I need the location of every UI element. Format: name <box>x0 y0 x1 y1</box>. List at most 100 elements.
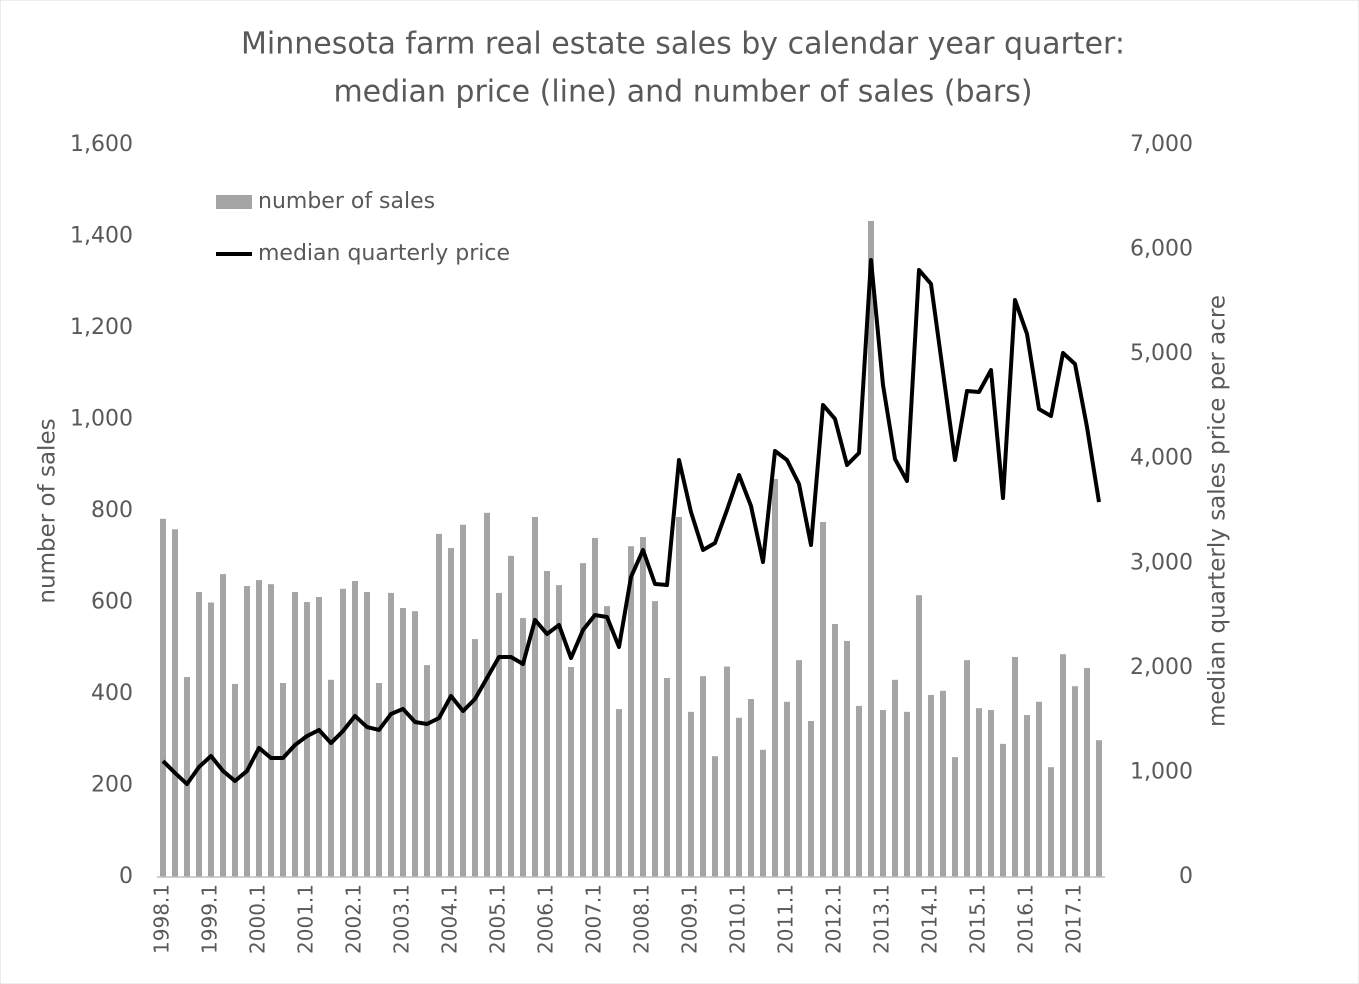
y2-tick-label: 5,000 <box>1130 341 1193 366</box>
x-tick-label: 2015.1 <box>966 884 990 954</box>
bar <box>916 595 922 877</box>
bar <box>1024 715 1030 877</box>
bar <box>172 529 178 877</box>
bar <box>196 591 202 877</box>
bar <box>328 679 334 877</box>
bar <box>292 591 298 877</box>
bar <box>304 602 310 877</box>
bar <box>1000 743 1006 877</box>
y2-tick-label: 6,000 <box>1130 237 1193 262</box>
bar <box>424 665 430 877</box>
y2-tick-label: 1,000 <box>1130 759 1193 784</box>
bar <box>652 601 658 877</box>
bar <box>808 720 814 877</box>
bar <box>160 518 166 877</box>
legend-label: median quarterly price <box>258 241 510 266</box>
bar <box>796 660 802 877</box>
bar <box>280 683 286 877</box>
bar <box>256 580 262 877</box>
x-tick-label: 2001.1 <box>294 884 318 954</box>
bar <box>316 597 322 877</box>
bar <box>676 516 682 877</box>
y-tick-label: 800 <box>91 498 133 523</box>
x-tick-label: 2006.1 <box>534 884 558 954</box>
bar <box>988 710 994 877</box>
bar <box>1084 667 1090 877</box>
y2-tick-label: 4,000 <box>1130 446 1193 471</box>
y-tick-label: 1,600 <box>70 132 133 157</box>
bar <box>616 709 622 877</box>
x-tick-label: 2003.1 <box>390 884 414 954</box>
bar <box>184 677 190 877</box>
bar <box>868 220 874 877</box>
bar <box>928 694 934 877</box>
bar <box>664 677 670 877</box>
bar <box>772 478 778 877</box>
bar <box>436 533 442 877</box>
y2-axis-title: median quarterly sales price per acre <box>1205 295 1231 727</box>
bar <box>484 512 490 877</box>
bar <box>568 667 574 877</box>
x-tick-label: 2000.1 <box>246 884 270 954</box>
bar <box>580 563 586 877</box>
bar <box>244 586 250 877</box>
line <box>161 258 1101 787</box>
x-tick-label: 2011.1 <box>774 884 798 954</box>
bar <box>880 710 886 877</box>
x-tick-label: 2005.1 <box>486 884 510 954</box>
legend-label: number of sales <box>258 189 435 214</box>
bar <box>1048 767 1054 877</box>
bar <box>748 699 754 877</box>
y-tick-label: 1,400 <box>70 224 133 249</box>
x-tick-label: 2002.1 <box>342 884 366 954</box>
bar <box>856 705 862 877</box>
y-tick-label: 1,200 <box>70 315 133 340</box>
bar <box>1060 654 1066 877</box>
x-tick-label: 2008.1 <box>630 884 654 954</box>
chart-title: Minnesota farm real estate sales by cale… <box>241 27 1125 62</box>
bar <box>448 548 454 877</box>
chart-title: median price (line) and number of sales … <box>333 75 1032 110</box>
bar <box>904 711 910 877</box>
bar <box>412 611 418 877</box>
bar <box>940 690 946 877</box>
bar <box>208 602 214 877</box>
y-tick-label: 600 <box>91 590 133 615</box>
x-tick-label: 2010.1 <box>726 884 750 954</box>
bar <box>688 711 694 877</box>
bar <box>508 555 514 877</box>
bar <box>976 708 982 877</box>
bar <box>628 546 634 877</box>
bar <box>1072 686 1078 877</box>
bar <box>400 607 406 877</box>
bar <box>1036 701 1042 877</box>
bar <box>1012 656 1018 877</box>
bar <box>640 537 646 877</box>
bar <box>952 757 958 877</box>
bar <box>460 524 466 877</box>
x-tick-label: 2012.1 <box>822 884 846 954</box>
bar <box>352 580 358 877</box>
y-tick-label: 0 <box>119 864 133 889</box>
x-tick-label: 2017.1 <box>1062 884 1086 954</box>
y-tick-label: 200 <box>91 773 133 798</box>
bar <box>496 592 502 877</box>
bar <box>844 640 850 877</box>
bar <box>592 537 598 877</box>
bar <box>784 701 790 877</box>
bar <box>832 624 838 877</box>
x-tick-label: 2014.1 <box>918 884 942 954</box>
bar <box>544 570 550 877</box>
x-tick-label: 2009.1 <box>678 884 702 954</box>
bar <box>472 639 478 877</box>
bar <box>220 574 226 877</box>
legend-swatch <box>216 195 252 209</box>
bar <box>712 756 718 877</box>
bar <box>1096 740 1102 877</box>
bar <box>388 592 394 877</box>
x-tick-label: 2013.1 <box>870 884 894 954</box>
bar <box>520 618 526 877</box>
x-tick-label: 1998.1 <box>150 884 174 954</box>
x-tick-label: 1999.1 <box>198 884 222 954</box>
